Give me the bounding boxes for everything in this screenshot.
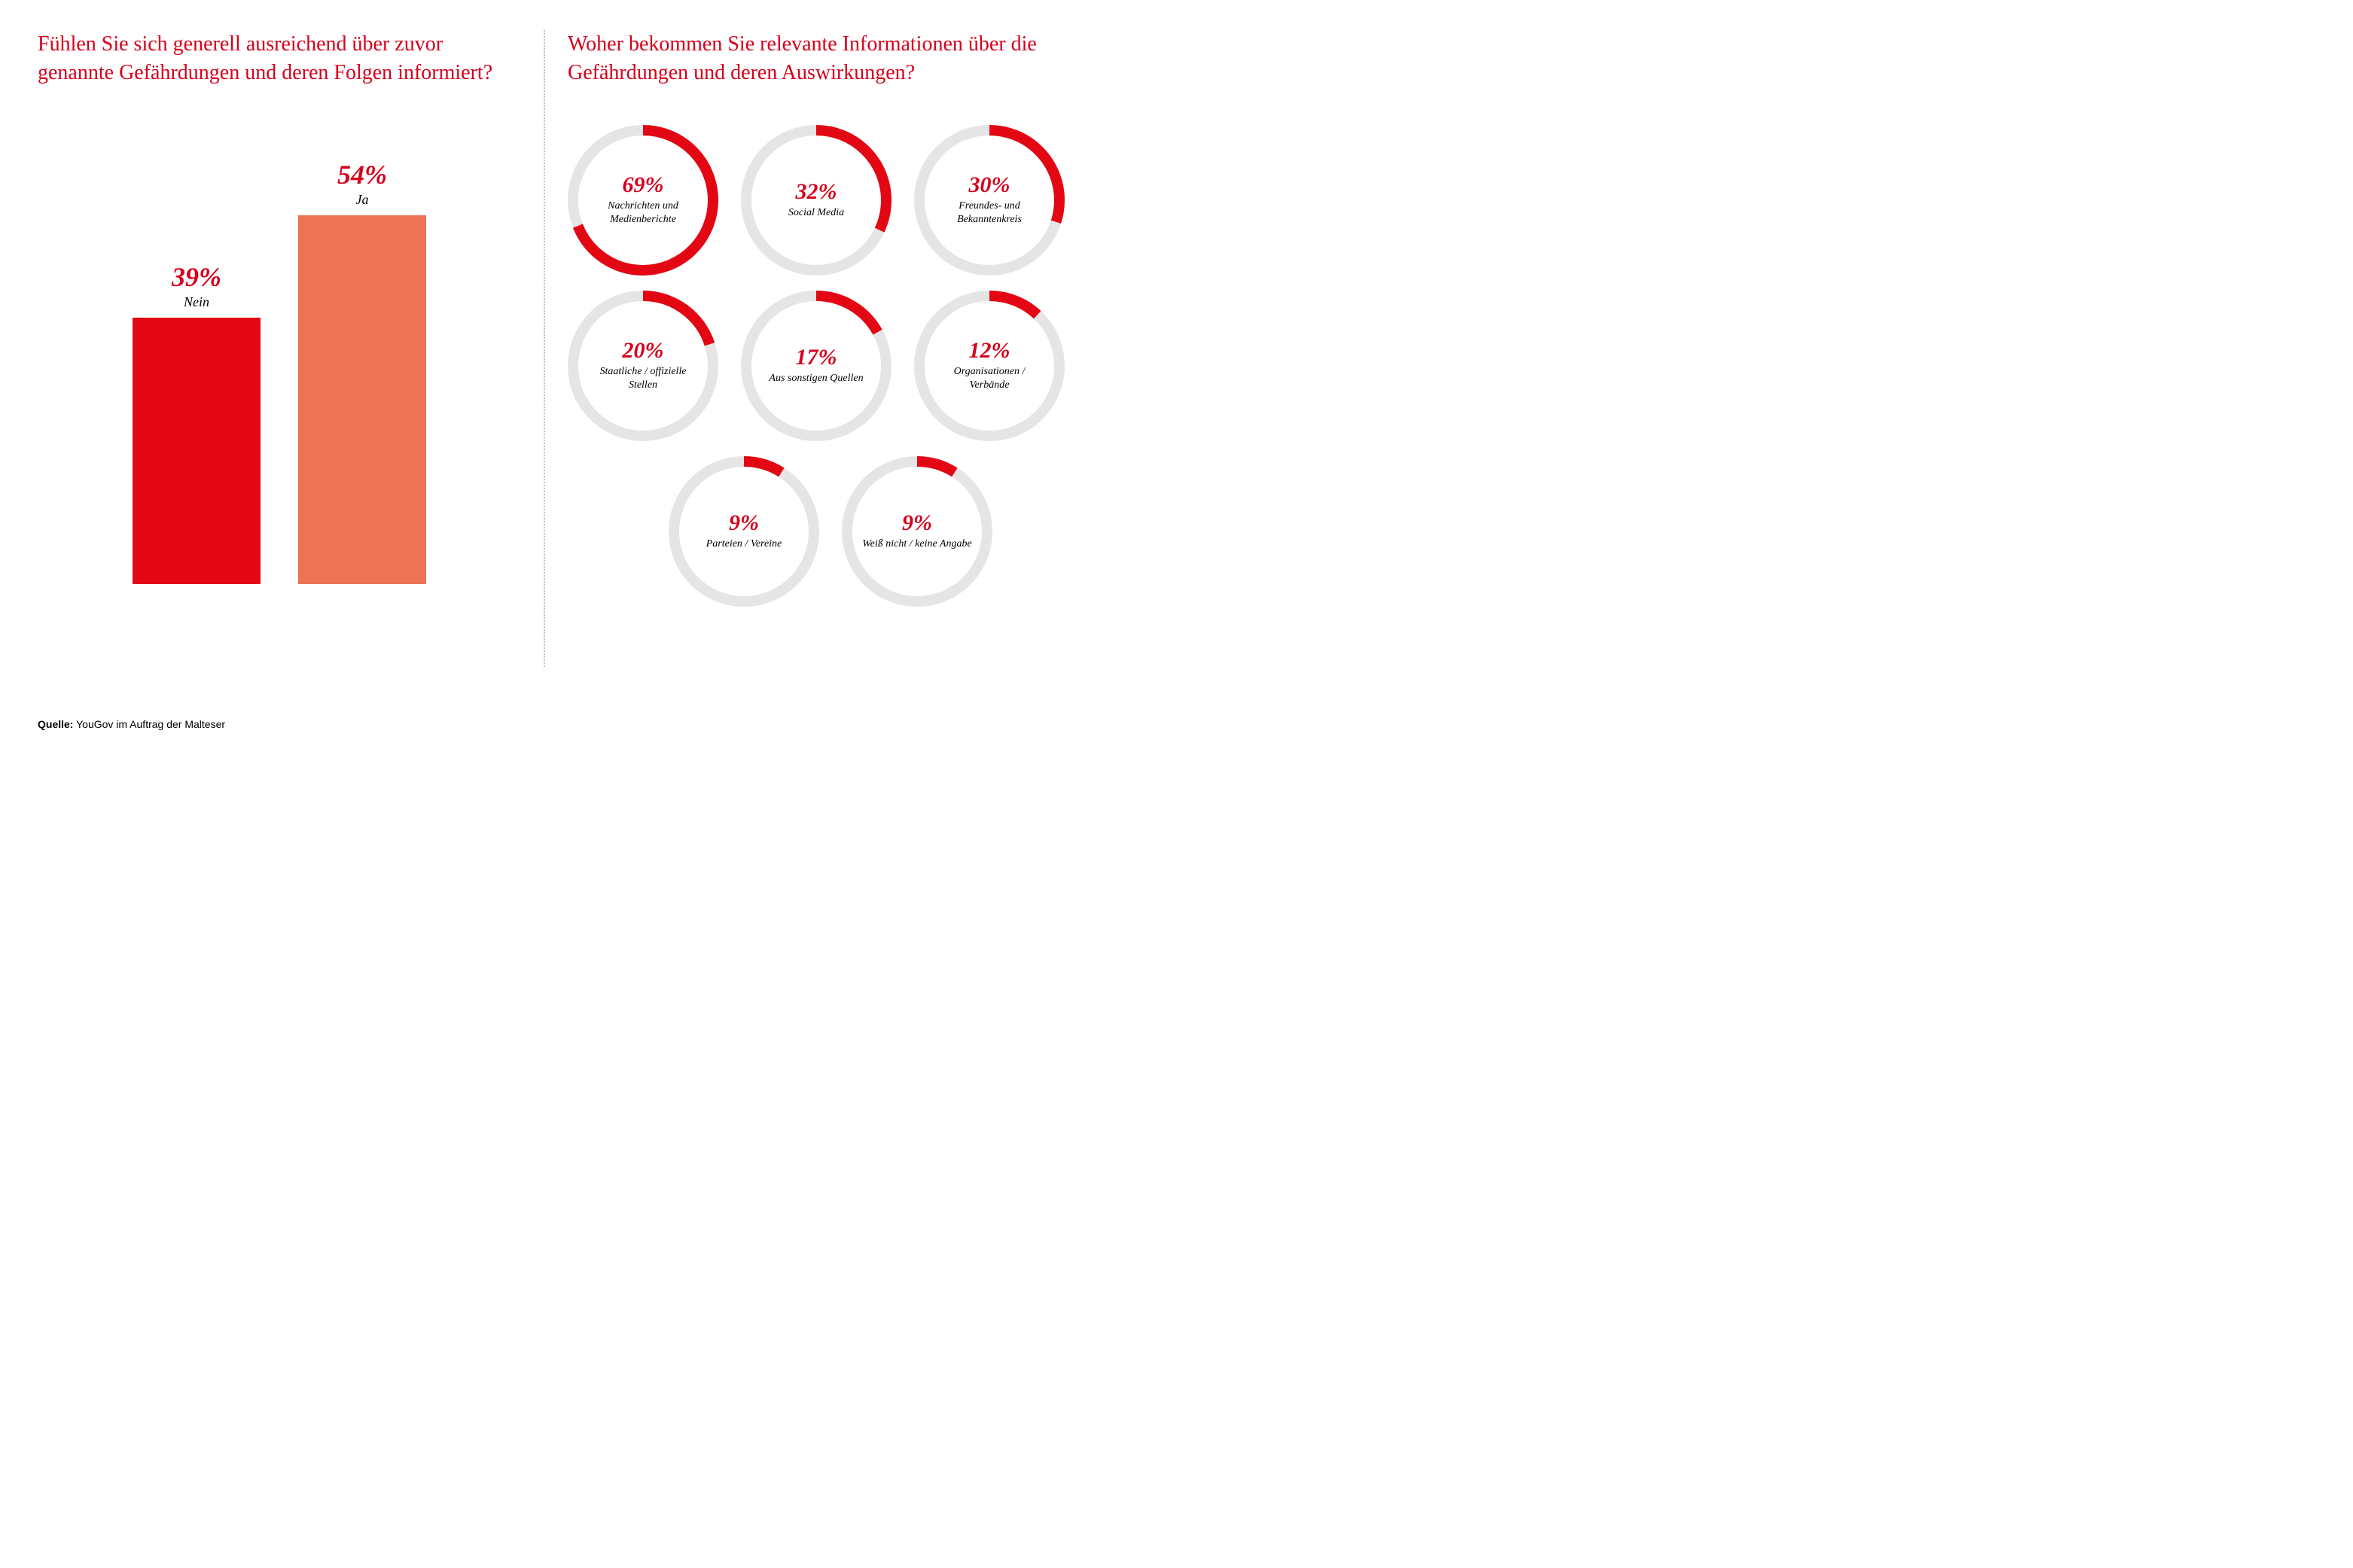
donut-item: 30% Freundes- und Bekanntenkreis (914, 125, 1065, 276)
donut-item: 32% Social Media (741, 125, 892, 276)
donut-item: 9% Parteien / Vereine (669, 456, 819, 607)
donut-percent: 9% (861, 512, 974, 534)
chart-container: Fühlen Sie sich generell ausreichend übe… (38, 30, 1092, 723)
right-title: Woher bekommen Sie relevante Information… (568, 30, 1093, 87)
donut-label: Staatliche / offizielle Stellen (587, 365, 699, 391)
donut-label: Organisationen / Verbände (933, 365, 1046, 391)
bar (298, 215, 426, 584)
bar-chart: 39% Nein 54% Ja (38, 132, 521, 584)
left-title: Fühlen Sie sich generell ausreichend übe… (38, 30, 521, 87)
donut-label: Nachrichten und Medienberichte (587, 199, 699, 226)
donut-row: 69% Nachrichten und Medienberichte 32% Soci… (568, 125, 1093, 276)
source-line: Quelle: YouGov im Auftrag der Malteser (38, 718, 225, 730)
donut-text: 20% Staatliche / offizielle Stellen (587, 339, 699, 391)
donut-text: 69% Nachrichten und Medienberichte (587, 174, 699, 226)
bar-group-ja: 54% Ja (298, 132, 426, 584)
donut-item: 69% Nachrichten und Medienberichte (568, 125, 718, 276)
donut-item: 17% Aus sonstigen Quellen (741, 291, 892, 441)
donut-percent: 17% (760, 346, 873, 369)
bar-label: Nein (184, 294, 209, 310)
donut-grid: 69% Nachrichten und Medienberichte 32% Soci… (568, 125, 1093, 607)
donut-percent: 12% (933, 339, 1046, 362)
donut-item: 12% Organisationen / Verbände (914, 291, 1065, 441)
donut-percent: 30% (933, 174, 1046, 196)
donut-percent: 20% (587, 339, 699, 362)
left-panel: Fühlen Sie sich generell ausreichend übe… (38, 30, 544, 723)
donut-text: 17% Aus sonstigen Quellen (760, 346, 873, 385)
donut-label: Social Media (760, 206, 873, 220)
right-panel: Woher bekommen Sie relevante Information… (545, 30, 1093, 723)
donut-text: 30% Freundes- und Bekanntenkreis (933, 174, 1046, 226)
donut-row: 9% Parteien / Vereine 9% Weiß nicht / keine… (568, 456, 1093, 607)
donut-text: 32% Social Media (760, 181, 873, 220)
bar-percent: 39% (172, 261, 221, 293)
bar (133, 318, 261, 584)
donut-percent: 9% (687, 512, 800, 534)
donut-text: 9% Weiß nicht / keine Angabe (861, 512, 974, 551)
donut-label: Aus sonstigen Quellen (760, 372, 873, 385)
donut-text: 12% Organisationen / Verbände (933, 339, 1046, 391)
bar-label: Ja (356, 192, 369, 208)
donut-label: Freundes- und Bekanntenkreis (933, 199, 1046, 226)
source-text: YouGov im Auftrag der Malteser (73, 718, 225, 730)
donut-label: Weiß nicht / keine Angabe (861, 537, 974, 551)
bar-group-nein: 39% Nein (133, 132, 261, 584)
bar-percent: 54% (337, 159, 387, 190)
donut-item: 20% Staatliche / offizielle Stellen (568, 291, 718, 441)
source-label: Quelle: (38, 718, 73, 730)
donut-row: 20% Staatliche / offizielle Stellen 17% Aus… (568, 291, 1093, 441)
donut-label: Parteien / Vereine (687, 537, 800, 551)
donut-percent: 69% (587, 174, 699, 196)
donut-item: 9% Weiß nicht / keine Angabe (842, 456, 992, 607)
donut-text: 9% Parteien / Vereine (687, 512, 800, 551)
donut-percent: 32% (760, 181, 873, 203)
